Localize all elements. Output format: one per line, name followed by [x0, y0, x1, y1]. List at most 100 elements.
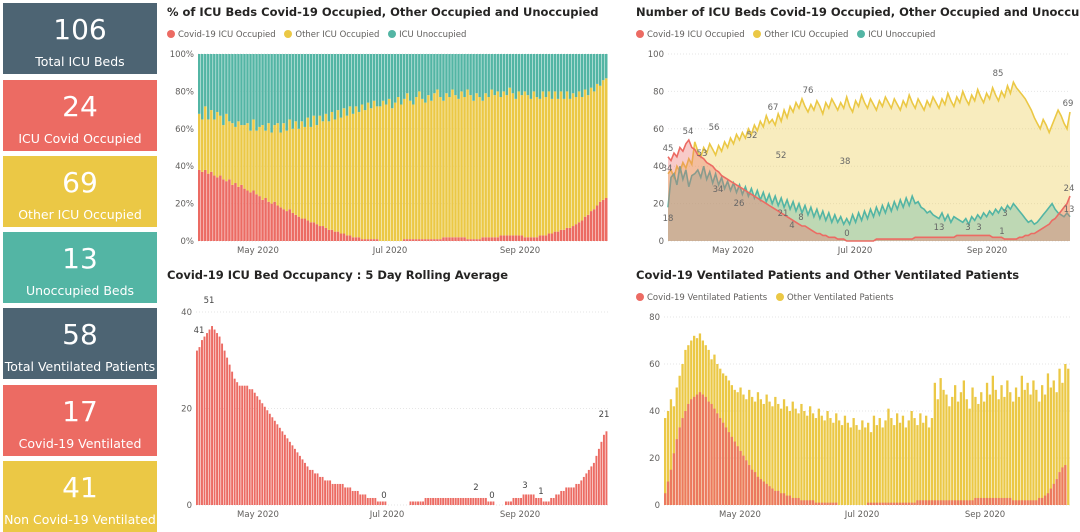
pct-bar-unocc — [210, 54, 213, 111]
pct-bar-other — [523, 91, 527, 238]
pct-bar-unocc — [387, 54, 391, 99]
kpi-card-other-icu-occupied[interactable]: 69 Other ICU Occupied — [3, 156, 157, 227]
avg-bar — [296, 452, 299, 505]
pct-bar-covid — [246, 190, 249, 241]
pct-bar-unocc — [294, 54, 297, 122]
avg-data-label: 1 — [538, 487, 543, 497]
legend-item-covid-vent[interactable]: Covid-19 Ventilated Patients — [636, 293, 767, 303]
pct-bar-covid — [493, 237, 496, 241]
avg-bar — [299, 455, 301, 505]
pct-bar-covid — [360, 239, 364, 241]
pct-bar-unocc — [514, 54, 518, 99]
pct-bar-other — [475, 93, 478, 240]
pct-bar-other — [409, 100, 412, 240]
pct-bar-covid — [547, 233, 551, 241]
legend-num: Covid-19 ICU Occupied Other ICU Occupied… — [636, 30, 941, 40]
pct-bar-unocc — [553, 54, 557, 92]
pct-bar-other — [421, 98, 424, 240]
vent-bar-covid — [765, 483, 768, 505]
pct-bar-covid — [502, 235, 505, 241]
num-data-label: 56 — [709, 123, 720, 133]
vent-bar-covid — [913, 502, 916, 505]
avg-bar — [306, 466, 309, 505]
pct-bar-unocc — [399, 54, 403, 105]
pct-bar-covid — [535, 237, 539, 241]
pct-bar-other — [406, 93, 409, 240]
avg-bar — [602, 434, 605, 505]
avg-bar — [525, 494, 528, 505]
pct-bar-covid — [315, 224, 319, 241]
legend-item-other[interactable]: Other ICU Occupied — [284, 30, 379, 40]
vent-bar-covid — [730, 436, 733, 505]
vent-bar-covid — [1064, 465, 1067, 505]
pct-bar-other — [442, 100, 445, 238]
pct-bar-unocc — [505, 54, 509, 96]
pct-bar-unocc — [466, 54, 469, 90]
avg-bar — [562, 490, 565, 505]
vent-bar-covid — [983, 497, 986, 505]
pct-bar-unocc — [586, 54, 590, 96]
num-data-label: 21 — [778, 209, 789, 219]
avg-bar — [304, 462, 306, 505]
vent-bar-covid — [797, 497, 800, 505]
legend-label: ICU Unoccupied — [868, 30, 936, 40]
vent-bar-other — [811, 413, 815, 505]
vent-bar-covid — [959, 500, 963, 505]
pct-bar-unocc — [345, 54, 349, 116]
kpi-card-total-ventilated[interactable]: 58 Total Ventilated Patients — [3, 308, 157, 379]
avg-bar — [505, 501, 507, 505]
avg-bar — [266, 410, 269, 505]
pct-bar-covid — [282, 209, 285, 241]
kpi-label: Total ICU Beds — [35, 54, 125, 69]
pct-bar-other — [541, 91, 545, 236]
avg-bar — [517, 497, 520, 505]
pct-bar-other — [276, 123, 279, 206]
avg-bar — [253, 392, 256, 505]
avg-bar — [537, 497, 540, 505]
pct-bar-other — [484, 93, 487, 238]
avg-bar — [231, 371, 234, 505]
legend-item-covid[interactable]: Covid-19 ICU Occupied — [636, 30, 745, 40]
pct-bar-unocc — [403, 54, 406, 99]
vent-bar-other — [759, 399, 762, 505]
kpi-card-total-icu-beds[interactable]: 106 Total ICU Beds — [3, 3, 157, 74]
kpi-card-unoccupied-beds[interactable]: 13 Unoccupied Beds — [3, 232, 157, 303]
vent-bar-other — [925, 415, 928, 505]
legend-item-other-vent[interactable]: Other Ventilated Patients — [775, 293, 894, 303]
pct-bar-other — [412, 104, 415, 240]
legend-item-unocc[interactable]: ICU Unoccupied — [857, 30, 935, 40]
pct-bar-covid — [421, 239, 424, 241]
vent-bar-other — [985, 382, 989, 505]
avg-data-label: 0 — [489, 491, 494, 501]
vent-bar-covid — [936, 500, 939, 505]
vent-bar-other — [904, 427, 907, 505]
pct-bar-unocc — [243, 54, 246, 126]
kpi-card-non-covid-ventilated[interactable]: 41 Non Covid-19 Ventilated — [3, 461, 157, 532]
avg-data-label: 3 — [522, 481, 527, 491]
pct-bar-unocc — [442, 54, 445, 101]
num-y-tick-label: 0 — [659, 237, 664, 247]
kpi-card-icu-covid-occupied[interactable]: 24 ICU Covid Occupied — [3, 80, 157, 151]
vent-bar-covid — [904, 502, 907, 505]
legend-item-covid[interactable]: Covid-19 ICU Occupied — [167, 30, 276, 40]
pct-bar-other — [264, 130, 267, 198]
vent-bar-covid — [722, 422, 725, 505]
avg-bar — [331, 483, 334, 505]
vent-bar-covid — [875, 502, 878, 505]
pct-bar-other — [556, 98, 560, 232]
kpi-card-covid-ventilated[interactable]: 17 Covid-19 Ventilated — [3, 385, 157, 456]
pct-bar-covid — [354, 237, 358, 241]
pct-bar-other — [433, 93, 436, 240]
legend-item-unocc[interactable]: ICU Unoccupied — [388, 30, 466, 40]
pct-bar-other — [393, 102, 397, 242]
pct-bar-unocc — [517, 54, 521, 92]
num-data-label: 34 — [662, 164, 673, 174]
avg-data-label: 21 — [599, 410, 610, 420]
pct-bar-covid — [550, 233, 554, 241]
legend-label: Covid-19 Ventilated Patients — [647, 293, 768, 303]
vent-bar-other — [864, 427, 867, 505]
vent-bar-covid — [733, 441, 736, 505]
legend-label: Covid-19 ICU Occupied — [647, 30, 745, 40]
pct-bar-covid — [261, 199, 264, 241]
legend-item-other[interactable]: Other ICU Occupied — [753, 30, 848, 40]
